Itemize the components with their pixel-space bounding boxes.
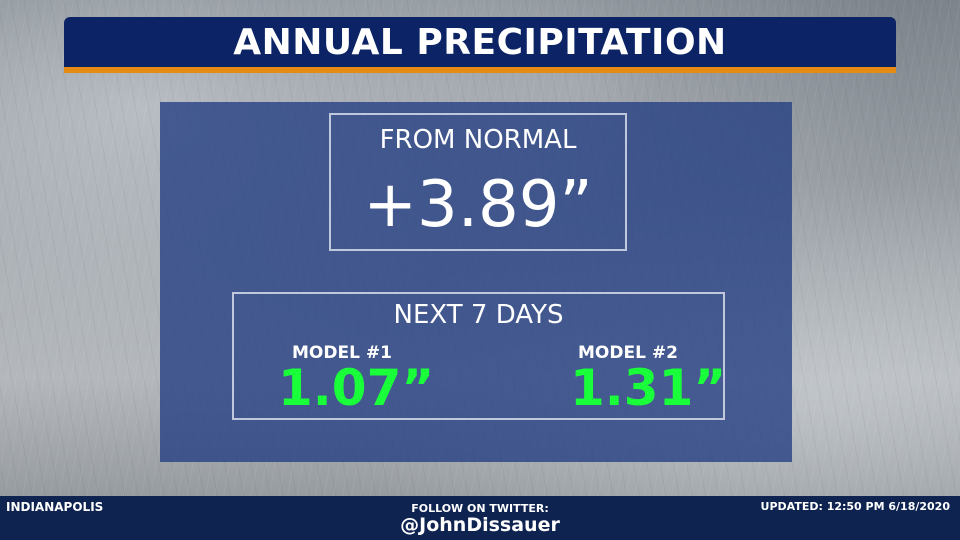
model-1-value: 1.07” (278, 359, 435, 417)
next-7-days-label: NEXT 7 DAYS (393, 300, 564, 330)
from-normal-value: +3.89” (363, 168, 593, 242)
from-normal-box: FROM NORMAL +3.89” (329, 113, 627, 251)
footer-bar: INDIANAPOLIS FOLLOW ON TWITTER: @JohnDis… (0, 496, 960, 540)
main-panel (160, 102, 792, 462)
from-normal-label: FROM NORMAL (379, 125, 577, 155)
next-7-days-box: NEXT 7 DAYS MODEL #1 1.07” MODEL #2 1.31… (232, 292, 727, 420)
model-2-label: MODEL #2 (578, 343, 678, 363)
page-title: ANNUAL PRECIPITATION (233, 21, 727, 63)
footer-city: INDIANAPOLIS (6, 500, 104, 514)
footer-follow-label: FOLLOW ON TWITTER: (411, 502, 549, 515)
title-accent-line (64, 67, 896, 73)
updated-timestamp: UPDATED: 12:50 PM 6/18/2020 (760, 500, 950, 513)
twitter-handle: @JohnDissauer (400, 514, 560, 536)
model-1-label: MODEL #1 (292, 343, 392, 363)
title-bar: ANNUAL PRECIPITATION (64, 17, 896, 67)
model-2-value: 1.31” (570, 359, 727, 417)
